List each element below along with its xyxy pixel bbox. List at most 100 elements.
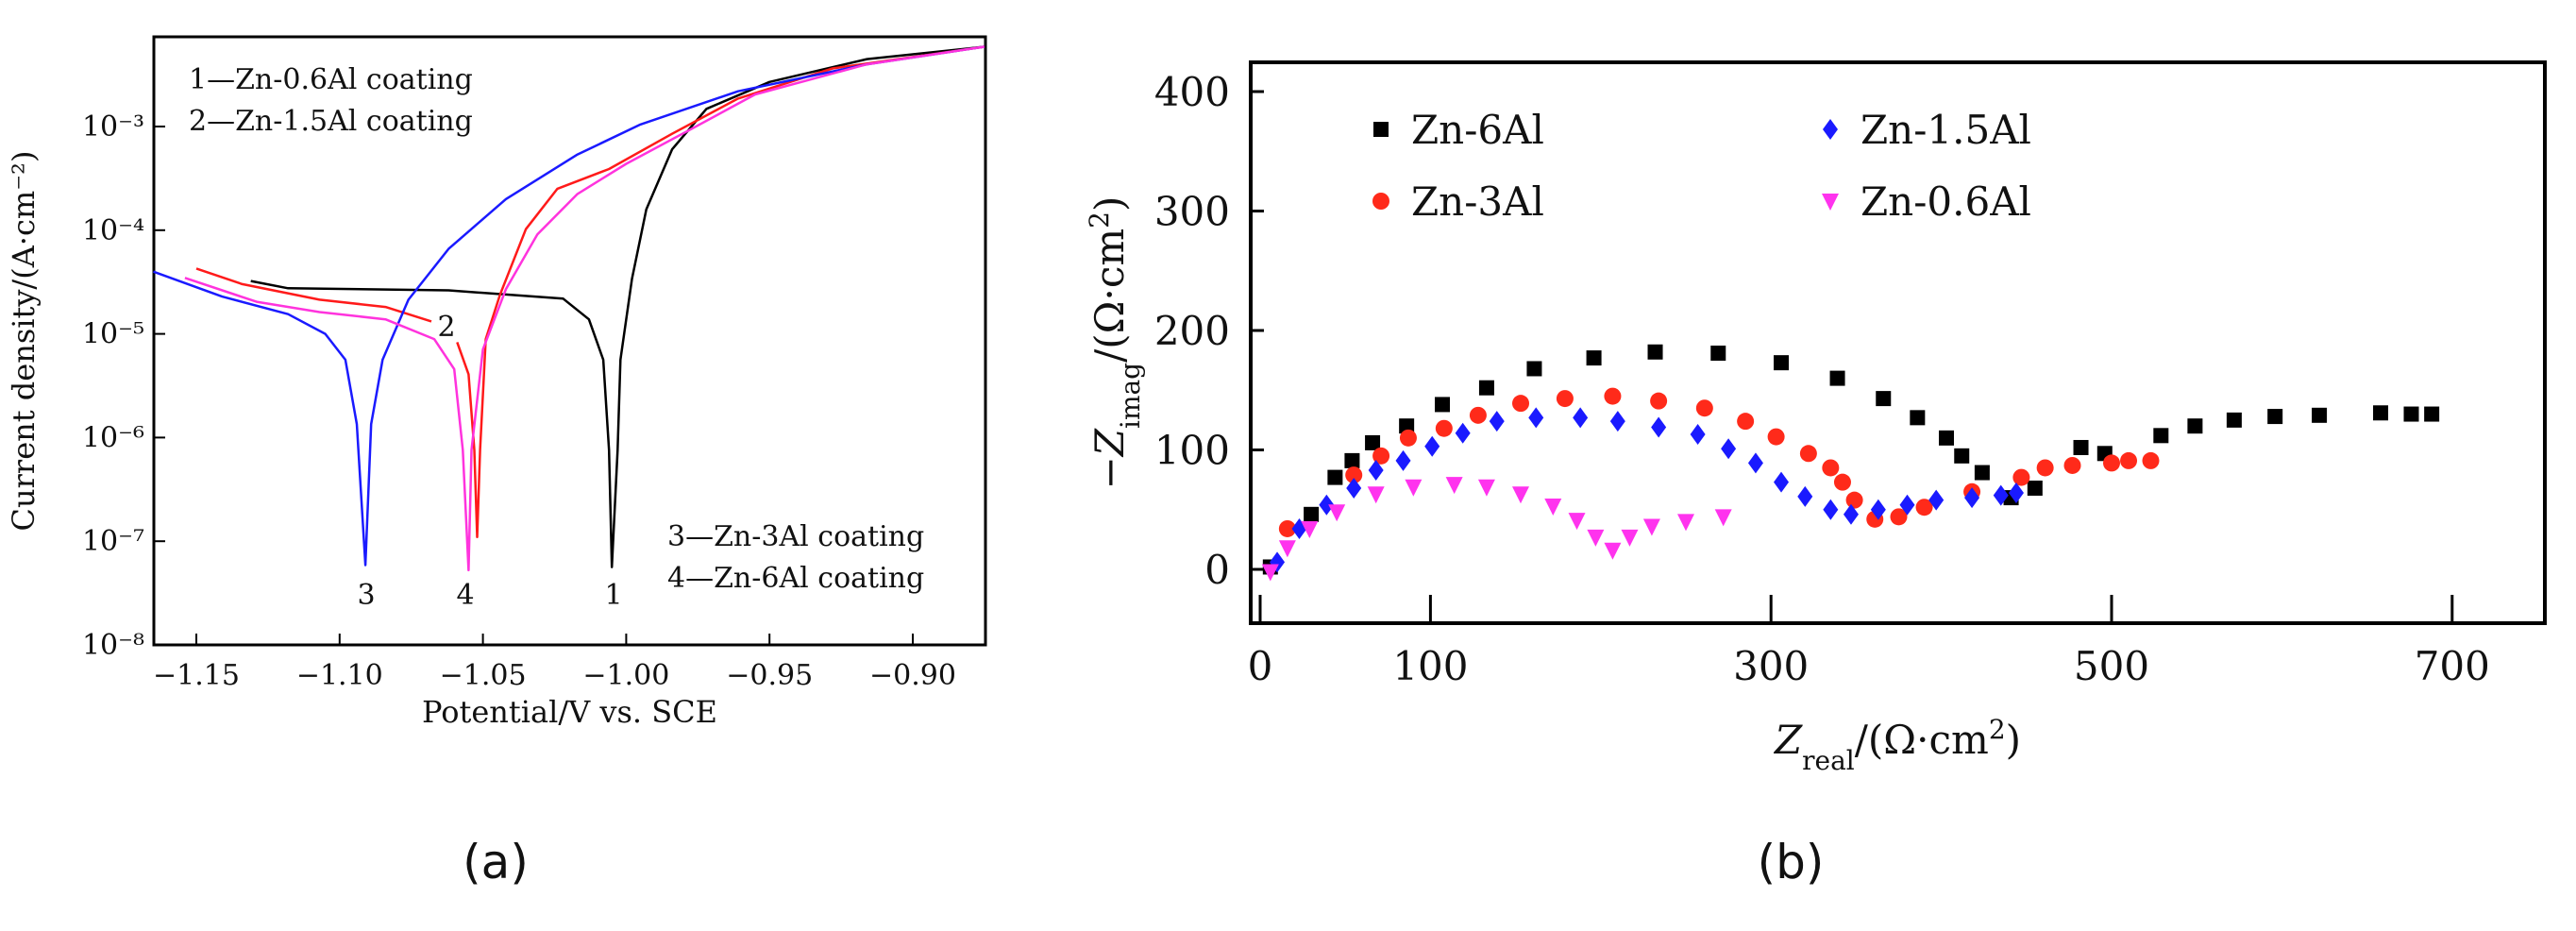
curve-label-2: 2 [437, 311, 455, 344]
axis-title-part-main: Z [1773, 717, 1803, 763]
data-point-zn-3al [1915, 499, 1933, 516]
y-tick-label-a: 10⁻⁵ [82, 318, 144, 351]
legend-marker-zn-1.5al [1823, 119, 1838, 140]
data-point-zn-3al [2142, 451, 2160, 469]
data-point-zn-0.6al [1677, 514, 1694, 532]
data-point-zn-3al [1799, 445, 1817, 463]
legend-entry-1: 1—Zn-0.6Al coating [189, 63, 473, 96]
x-tick-label-a: −0.90 [869, 659, 956, 692]
data-point-zn-6al [1647, 344, 1663, 360]
y-tick-label-b: 200 [1154, 308, 1230, 354]
data-point-zn-6al [2153, 428, 2169, 444]
data-point-zn-0.6al [1587, 529, 1605, 547]
data-point-zn-3al [1345, 466, 1363, 484]
data-point-zn-0.6al [1604, 542, 1622, 560]
axis-title-part-rest: /(Ω·cm [1086, 229, 1133, 363]
data-point-zn-3al [1650, 392, 1668, 410]
data-point-zn-1.5al [1609, 411, 1625, 432]
data-point-zn-6al [2424, 406, 2440, 422]
y-axis-title-a: Current density/(A·cm⁻²) [6, 151, 42, 532]
data-point-zn-3al [1890, 508, 1908, 526]
data-point-zn-6al [1365, 434, 1381, 450]
data-point-zn-1.5al [1964, 487, 1980, 509]
data-point-zn-6al [1876, 391, 1892, 407]
legend-label-zn-1.5al: Zn-1.5Al [1860, 107, 2031, 153]
x-tick-label-b: 500 [2074, 643, 2149, 689]
legend-label-zn-3al: Zn-3Al [1411, 178, 1544, 225]
data-point-zn-1.5al [1774, 471, 1790, 493]
data-point-zn-0.6al [1642, 518, 1660, 536]
y-tick-label-a: 10⁻⁶ [82, 421, 144, 454]
y-axis-title-b: −Zimag/(Ω·cm2) [1084, 196, 1146, 490]
data-point-zn-1.5al [1573, 407, 1589, 429]
data-point-zn-0.6al [1512, 486, 1530, 504]
curve-2 [195, 267, 432, 323]
curve-2 [456, 45, 985, 539]
panel-label-b: (b) [1758, 835, 1825, 889]
curve-3 [153, 45, 985, 567]
data-point-zn-6al [1586, 350, 1602, 366]
data-point-zn-1.5al [1690, 424, 1706, 446]
plot-frame-a [152, 35, 987, 647]
data-point-zn-1.5al [1747, 452, 1763, 474]
data-point-zn-6al [2226, 412, 2242, 428]
data-point-zn-0.6al [1301, 520, 1319, 538]
data-point-zn-6al [1954, 448, 1970, 464]
data-point-zn-6al [1327, 469, 1343, 485]
data-point-zn-1.5al [1395, 449, 1411, 471]
data-point-zn-3al [1372, 447, 1390, 465]
x-tick-label-a: −1.10 [296, 659, 383, 692]
data-point-zn-3al [2063, 456, 2081, 474]
x-tick-label-a: −1.00 [582, 659, 669, 692]
data-point-zn-1.5al [1797, 485, 1813, 507]
data-point-zn-3al [1845, 491, 1863, 509]
x-tick-label-b: 700 [2415, 643, 2490, 689]
legend-marker-zn-6al [1373, 122, 1389, 137]
data-point-zn-3al [1278, 519, 1296, 537]
data-point-zn-6al [1478, 380, 1494, 396]
curve-label-1: 1 [604, 579, 622, 612]
data-point-zn-0.6al [1477, 479, 1495, 497]
data-point-zn-1.5al [1424, 435, 1440, 457]
data-point-zn-1.5al [1528, 407, 1544, 429]
data-point-zn-6al [1774, 355, 1790, 371]
y-tick-label-b: 100 [1154, 428, 1230, 474]
legend-marker-zn-0.6al [1822, 194, 1839, 211]
data-point-zn-6al [2187, 418, 2203, 434]
data-point-zn-6al [1910, 410, 1926, 426]
legend-marker-zn-3al [1372, 193, 1389, 210]
data-point-zn-6al [2403, 406, 2419, 422]
data-point-zn-6al [2073, 439, 2089, 455]
data-point-zn-6al [1304, 506, 1320, 522]
y-tick-label-a: 10⁻⁸ [82, 629, 144, 662]
data-point-zn-3al [1399, 429, 1417, 447]
data-point-zn-3al [1604, 387, 1622, 405]
data-point-zn-1.5al [1721, 438, 1737, 460]
data-point-zn-1.5al [1823, 499, 1839, 520]
axis-title-part-sub: real [1802, 745, 1855, 776]
data-point-zn-6al [2027, 480, 2043, 496]
y-tick-label-b: 0 [1204, 547, 1230, 593]
series-zn-0.6al [1261, 477, 1732, 582]
data-point-zn-6al [1710, 346, 1726, 362]
legend-entry-3: 3—Zn-3Al coating [667, 520, 924, 553]
data-point-zn-3al [2120, 451, 2138, 469]
axis-title-part-rest: /(Ω·cm [1855, 717, 1989, 763]
x-tick-label-b: 100 [1392, 643, 1468, 689]
data-point-zn-3al [1833, 473, 1851, 491]
data-point-zn-6al [1344, 452, 1360, 468]
data-point-zn-0.6al [1278, 540, 1296, 558]
legend-label-zn-6al: Zn-6Al [1411, 107, 1544, 153]
y-tick-label-b: 300 [1154, 189, 1230, 235]
data-point-zn-6al [1526, 361, 1542, 377]
curve-label-4: 4 [456, 579, 474, 612]
data-point-zn-1.5al [1928, 489, 1945, 511]
data-point-zn-6al [2312, 407, 2328, 423]
data-point-zn-6al [1435, 397, 1451, 413]
panel-label-a: (a) [463, 835, 529, 889]
axis-title-part-end: ) [2006, 717, 2021, 763]
axis-title-part-main: −Z [1086, 428, 1133, 489]
axis-title-part-sup: 2 [1084, 212, 1115, 229]
curve-4 [184, 45, 985, 572]
